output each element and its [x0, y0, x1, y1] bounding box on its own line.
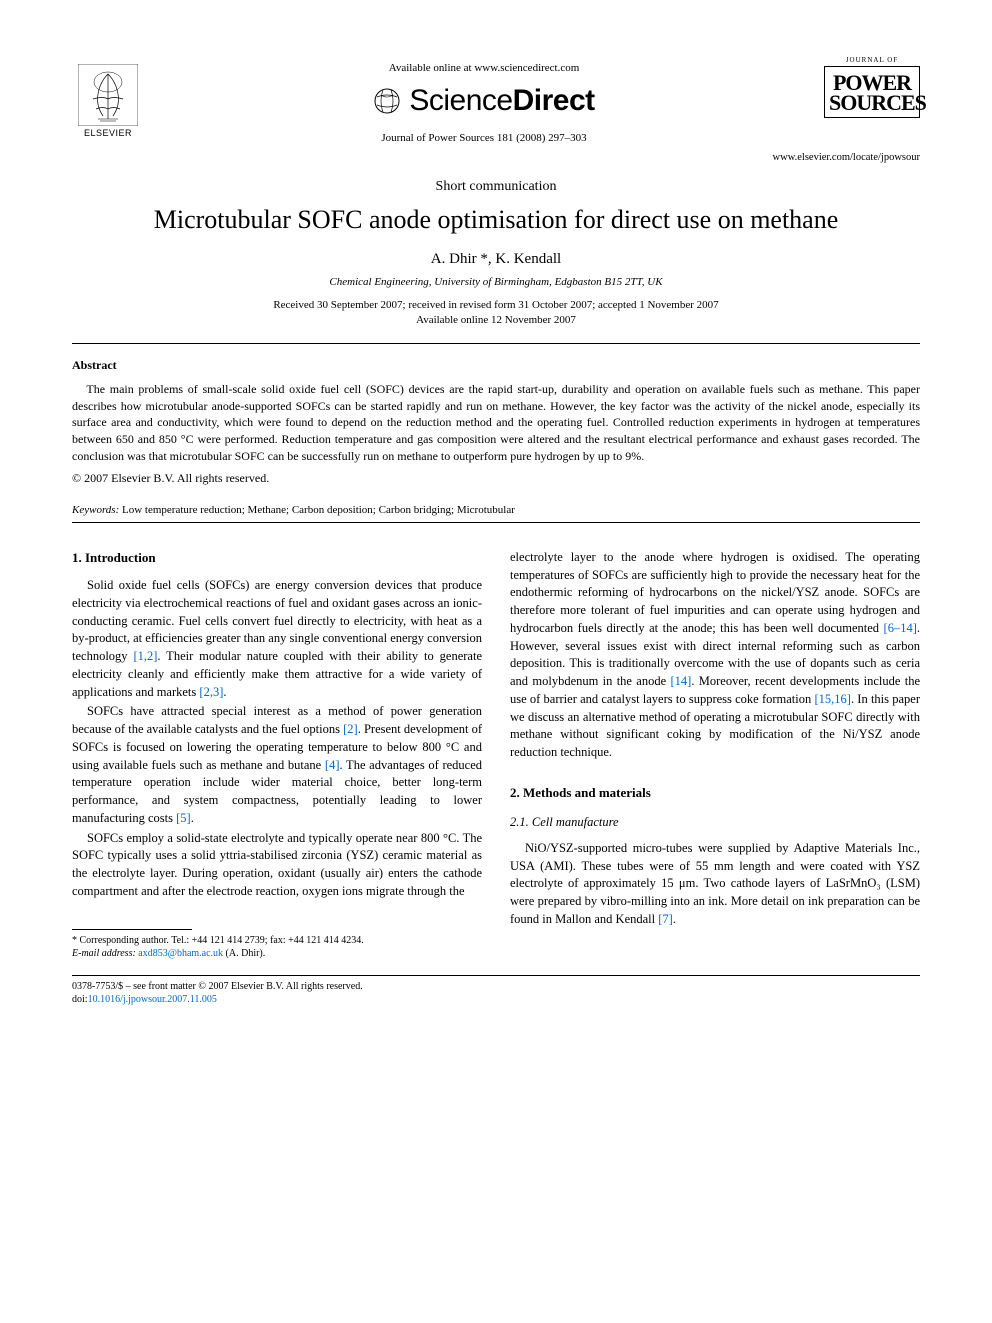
- email-suffix: (A. Dhir).: [226, 948, 266, 959]
- affiliation: Chemical Engineering, University of Birm…: [72, 276, 920, 288]
- text-span: NiO/YSZ-supported micro-tubes were suppl…: [510, 841, 920, 926]
- col2-para-1: electrolyte layer to the anode where hyd…: [510, 549, 920, 762]
- subsection-2-1-heading: 2.1. Cell manufacture: [510, 814, 920, 832]
- journal-reference: Journal of Power Sources 181 (2008) 297–…: [144, 132, 824, 144]
- rule-bottom: [72, 522, 920, 523]
- power-sources-text: POWER SOURCES: [824, 66, 920, 118]
- sciencedirect-logo: ScienceDirect: [373, 84, 594, 118]
- ref-link[interactable]: [1,2]: [133, 649, 157, 663]
- article-title: Microtubular SOFC anode optimisation for…: [72, 205, 920, 235]
- abstract-body: The main problems of small-scale solid o…: [72, 381, 920, 465]
- ref-link[interactable]: [4]: [325, 758, 340, 772]
- footer-info: 0378-7753/$ – see front matter © 2007 El…: [72, 980, 920, 1006]
- keywords-text: Low temperature reduction; Methane; Carb…: [119, 504, 515, 516]
- section-1-heading: 1. Introduction: [72, 549, 482, 567]
- keywords-label: Keywords:: [72, 504, 119, 516]
- footnote-block: * Corresponding author. Tel.: +44 121 41…: [72, 934, 482, 961]
- sd-prefix: Science: [409, 84, 512, 117]
- doi-label: doi:: [72, 994, 88, 1005]
- sciencedirect-wordmark: ScienceDirect: [409, 84, 594, 118]
- footer-rule: [72, 975, 920, 976]
- journal-of-text: JOURNAL OF: [824, 56, 920, 64]
- elsevier-logo: ELSEVIER: [72, 56, 144, 138]
- sd-suffix: Direct: [513, 84, 595, 117]
- footnote-rule: [72, 929, 192, 930]
- abstract-copyright: © 2007 Elsevier B.V. All rights reserved…: [72, 471, 920, 486]
- column-left: 1. Introduction Solid oxide fuel cells (…: [72, 549, 482, 961]
- article-dates: Received 30 September 2007; received in …: [72, 298, 920, 329]
- ref-link[interactable]: [2,3]: [199, 685, 223, 699]
- elsevier-brand-text: ELSEVIER: [84, 128, 132, 138]
- journal-cover-logo: JOURNAL OF POWER SOURCES: [824, 56, 920, 118]
- sources-text: SOURCES: [829, 93, 915, 113]
- text-span: .: [673, 912, 676, 926]
- doi-link[interactable]: 10.1016/j.jpowsour.2007.11.005: [88, 994, 217, 1005]
- intro-para-1: Solid oxide fuel cells (SOFCs) are energ…: [72, 577, 482, 701]
- text-span: .: [191, 811, 194, 825]
- keywords-line: Keywords: Low temperature reduction; Met…: [72, 496, 920, 522]
- elsevier-tree-icon: [78, 64, 138, 126]
- ref-link[interactable]: [15,16]: [814, 692, 850, 706]
- text-span: electrolyte layer to the anode where hyd…: [510, 550, 920, 635]
- intro-para-3: SOFCs employ a solid-state electrolyte a…: [72, 830, 482, 901]
- corresponding-author: * Corresponding author. Tel.: +44 121 41…: [72, 934, 482, 948]
- available-date: Available online 12 November 2007: [72, 313, 920, 328]
- ref-link[interactable]: [2]: [343, 722, 358, 736]
- body-columns: 1. Introduction Solid oxide fuel cells (…: [72, 549, 920, 961]
- authors: A. Dhir *, K. Kendall: [72, 251, 920, 268]
- email-label: E-mail address:: [72, 948, 136, 959]
- text-span: .: [223, 685, 226, 699]
- abstract-block: Abstract The main problems of small-scal…: [72, 344, 920, 496]
- article-type: Short communication: [72, 179, 920, 195]
- author-names: A. Dhir *, K. Kendall: [431, 251, 561, 267]
- journal-url[interactable]: www.elsevier.com/locate/jpowsour: [72, 152, 920, 163]
- email-link[interactable]: axd853@bham.ac.uk: [136, 948, 226, 959]
- available-online-text: Available online at www.sciencedirect.co…: [144, 62, 824, 74]
- received-date: Received 30 September 2007; received in …: [72, 298, 920, 313]
- methods-para-1: NiO/YSZ-supported micro-tubes were suppl…: [510, 840, 920, 929]
- ref-link[interactable]: [14]: [670, 674, 691, 688]
- email-line: E-mail address: axd853@bham.ac.uk (A. Dh…: [72, 947, 482, 961]
- front-matter-line: 0378-7753/$ – see front matter © 2007 El…: [72, 980, 920, 993]
- center-header: Available online at www.sciencedirect.co…: [144, 56, 824, 144]
- section-2-heading: 2. Methods and materials: [510, 784, 920, 802]
- column-right: electrolyte layer to the anode where hyd…: [510, 549, 920, 961]
- sciencedirect-ball-icon: [373, 87, 401, 115]
- doi-line: doi:10.1016/j.jpowsour.2007.11.005: [72, 993, 920, 1006]
- header-row: ELSEVIER Available online at www.science…: [72, 56, 920, 144]
- abstract-heading: Abstract: [72, 358, 920, 373]
- intro-para-2: SOFCs have attracted special interest as…: [72, 703, 482, 827]
- ref-link[interactable]: [5]: [176, 811, 191, 825]
- ref-link[interactable]: [7]: [658, 912, 673, 926]
- ref-link[interactable]: [6–14]: [884, 621, 917, 635]
